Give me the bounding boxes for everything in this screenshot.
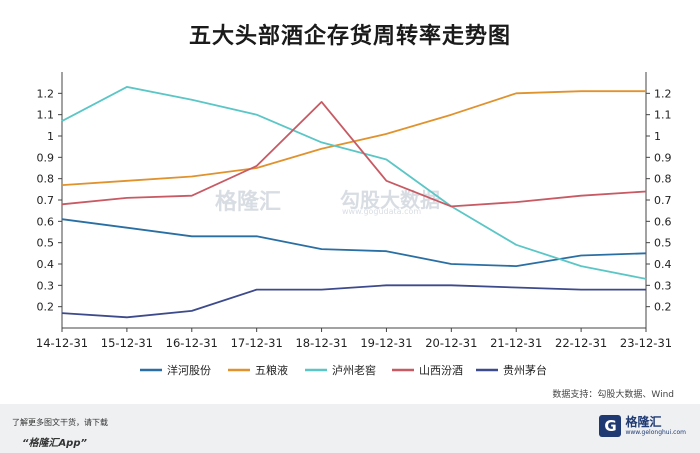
series-line-4: [61, 284, 646, 319]
x-tick-label: 14-12-31: [36, 336, 88, 350]
data-source: 数据支持：勾股大数据、Wind: [552, 390, 674, 400]
footer-brand: 格隆汇: [625, 414, 662, 429]
y-tick-label-left: 1: [47, 130, 54, 143]
y-tick-label-right: 1: [654, 130, 661, 143]
y-tick-label-right: 1.2: [654, 87, 672, 100]
x-tick-label: 21-12-31: [490, 336, 542, 350]
y-tick-label-right: 0.3: [654, 279, 672, 292]
footer-app-link[interactable]: “格隆汇App”: [22, 438, 87, 449]
legend-label: 洋河股份: [167, 363, 211, 377]
gelonghui-logo-icon: G: [599, 415, 622, 437]
legend-label: 贵州茅台: [503, 363, 547, 377]
x-tick-label: 23-12-31: [620, 336, 672, 350]
y-tick-label-right: 0.2: [654, 301, 672, 314]
footer-url: www.gelonghui.com: [625, 428, 686, 436]
y-tick-label-left: 1.2: [37, 87, 55, 100]
chart-legend: 洋河股份 五粮液 泸州老窖 山西汾酒 贵州茅台: [140, 363, 547, 377]
y-tick-label-left: 0.4: [37, 258, 55, 271]
legend-label: 泸州老窖: [332, 363, 376, 377]
legend-label: 山西汾酒: [419, 364, 463, 377]
x-tick-label: 20-12-31: [425, 336, 477, 350]
y-tick-label-right: 1.1: [654, 109, 672, 122]
x-tick-label: 22-12-31: [555, 336, 607, 350]
y-tick-label-left: 0.7: [37, 194, 55, 207]
x-tick-label: 19-12-31: [360, 336, 412, 350]
legend-item-0[interactable]: 洋河股份: [140, 363, 211, 377]
watermark-gogudata-url: www.gogudata.com: [342, 207, 422, 216]
y-tick-label-left: 1.1: [37, 109, 55, 122]
y-tick-label-right: 0.8: [654, 173, 672, 186]
legend-label: 五粮液: [255, 363, 288, 377]
y-tick-label-right: 0.4: [654, 258, 672, 271]
series-line-2: [61, 86, 647, 280]
watermark-gogudata: 勾股大数据: [340, 188, 440, 212]
footer-logo: G 格隆汇 www.gelonghui.com: [599, 415, 686, 437]
legend-item-4[interactable]: 贵州茅台: [476, 363, 547, 377]
y-axis-left-ticks: 0.2 0.3 0.4 0.5 0.6 0.7 0.8 0.9 1 1.1 1.2: [37, 87, 62, 314]
x-tick-label: 15-12-31: [101, 336, 153, 350]
legend-item-1[interactable]: 五粮液: [228, 363, 288, 377]
legend-item-3[interactable]: 山西汾酒: [392, 364, 463, 377]
y-axis-right-ticks: 0.2 0.3 0.4 0.5 0.6 0.7 0.8 0.9 1 1.1 1.2: [646, 87, 672, 314]
y-tick-label-left: 0.2: [37, 301, 55, 314]
y-tick-label-right: 0.6: [654, 215, 672, 228]
y-tick-label-left: 0.8: [37, 173, 55, 186]
footer-note: 了解更多图文干货，请下载: [12, 418, 108, 427]
y-tick-label-left: 0.9: [37, 151, 55, 164]
chart-card: 五大头部酒企存货周转率走势图 格隆汇 勾股大数据 www.gogudata.co…: [0, 0, 700, 404]
y-tick-label-left: 0.3: [37, 279, 55, 292]
watermark-gelonghui: 格隆汇: [215, 190, 282, 215]
y-tick-label-right: 0.5: [654, 237, 672, 250]
chart-title: 五大头部酒企存货周转率走势图: [188, 24, 511, 49]
x-tick-label: 18-12-31: [295, 336, 347, 350]
series-line-3: [61, 101, 647, 208]
x-tick-label: 16-12-31: [166, 336, 218, 350]
series-line-0: [61, 218, 647, 268]
series-line-1: [61, 90, 646, 186]
y-tick-label-left: 0.5: [37, 237, 55, 250]
y-tick-label-right: 0.7: [654, 194, 672, 207]
x-tick-label: 17-12-31: [231, 336, 283, 350]
y-tick-label-right: 0.9: [654, 151, 672, 164]
y-tick-label-left: 0.6: [37, 215, 55, 228]
series-lines: [61, 86, 647, 319]
legend-item-2[interactable]: 泸州老窖: [305, 363, 376, 377]
x-axis-ticks: 14-12-31 15-12-31 16-12-31 17-12-31 18-12-31…: [36, 328, 672, 350]
line-chart: 0.20.30.40.50.60.70.80.911.11.2 0.20.30.…: [36, 72, 672, 377]
